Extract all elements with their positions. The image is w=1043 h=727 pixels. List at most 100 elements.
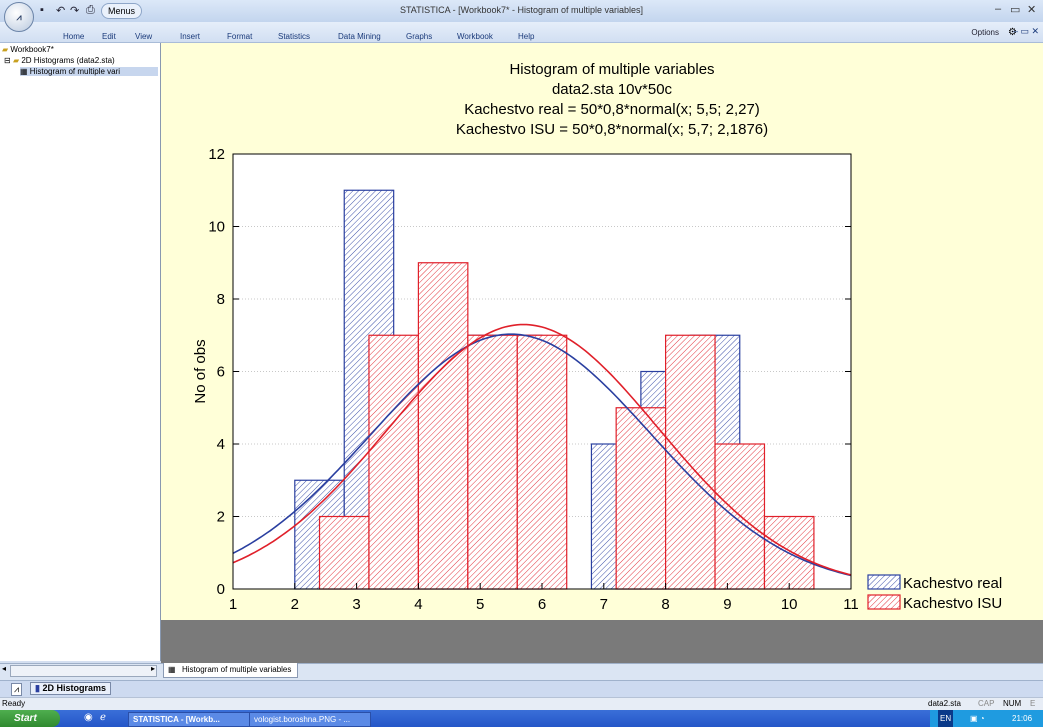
histogram-bar bbox=[467, 334, 518, 590]
graph-window-bottom bbox=[161, 620, 1043, 663]
statistica-logo-icon[interactable]: ⩘ bbox=[4, 2, 34, 32]
tree-root-label: Workbook7* bbox=[10, 45, 54, 54]
x-tick-label: 1 bbox=[229, 596, 237, 613]
status-bar: Ready data2.sta CAP NUM E bbox=[0, 697, 1043, 711]
browser-icon[interactable]: ℯ bbox=[100, 712, 106, 723]
x-tick-label: 3 bbox=[352, 596, 360, 613]
doc-window-controls-icon[interactable]: – ▭ ✕ bbox=[1012, 26, 1039, 36]
quicklaunch-icon[interactable]: ◉ bbox=[84, 712, 93, 723]
print-icon[interactable]: ⎙ bbox=[86, 4, 95, 16]
x-tick-label: 5 bbox=[476, 596, 484, 613]
status-num: NUM bbox=[1003, 699, 1022, 708]
status-cap: CAP bbox=[978, 699, 995, 708]
tree-item-label: Histogram of multiple vari bbox=[29, 67, 121, 76]
menu-statistics[interactable]: Statistics bbox=[278, 32, 311, 41]
y-tick-label: 6 bbox=[217, 364, 225, 381]
x-tick-label: 2 bbox=[291, 596, 299, 613]
legend-swatch bbox=[867, 594, 901, 610]
fit-curve bbox=[232, 323, 852, 576]
x-tick-label: 10 bbox=[781, 596, 798, 613]
task-image-viewer[interactable]: vologist.boroshna.PNG - ... bbox=[249, 712, 371, 727]
graph-window: Histogram of multiple variables data2.sta… bbox=[161, 43, 1043, 620]
x-tick-label: 7 bbox=[600, 596, 608, 613]
tree-item-histogram[interactable]: ▦ Histogram of multiple vari bbox=[20, 67, 158, 76]
y-tick-label: 10 bbox=[208, 219, 225, 236]
menus-button[interactable]: Menus bbox=[101, 3, 143, 19]
menu-graphs[interactable]: Graphs bbox=[406, 32, 433, 41]
menu-data-mining[interactable]: Data Mining bbox=[338, 32, 381, 41]
restore-icon[interactable]: ▭ bbox=[1010, 4, 1021, 16]
tree-folder-label: 2D Histograms (data2.sta) bbox=[21, 56, 115, 65]
language-indicator[interactable]: EN bbox=[938, 710, 954, 727]
x-tick-label: 4 bbox=[414, 596, 422, 613]
menu-edit[interactable]: Edit bbox=[102, 32, 116, 41]
collapse-icon[interactable]: ⊟ bbox=[4, 56, 11, 65]
tab-2d-histograms[interactable]: ▮ 2D Histograms bbox=[30, 682, 111, 695]
y-tick-label: 4 bbox=[217, 436, 225, 453]
fit-curve bbox=[232, 333, 852, 577]
tray-icons[interactable]: ▣ ◔ bbox=[970, 714, 985, 723]
chart-title-line: data2.sta 10v*50c bbox=[552, 81, 673, 98]
menu-workbook[interactable]: Workbook bbox=[457, 32, 493, 41]
window-title: STATISTICA - [Workbook7* - Histogram of … bbox=[399, 5, 644, 15]
gear-icon[interactable]: ⚙ bbox=[1008, 27, 1017, 38]
status-e: E bbox=[1030, 699, 1036, 708]
folder-icon: ▰ bbox=[12, 56, 20, 65]
close-icon[interactable]: ✕ bbox=[1027, 4, 1037, 16]
chart-title-line: Histogram of multiple variables bbox=[509, 61, 714, 78]
histogram-chart: Histogram of multiple variables data2.sta… bbox=[192, 61, 1002, 613]
menu-view[interactable]: View bbox=[135, 32, 153, 41]
chart-title-line: Kachestvo ISU = 50*0,8*normal(x; 5,7; 2,… bbox=[456, 121, 768, 138]
tree-folder[interactable]: ⊟ ▰ 2D Histograms (data2.sta) bbox=[4, 56, 115, 65]
x-tick-label: 11 bbox=[843, 596, 859, 613]
graph-icon: ▦ bbox=[168, 665, 176, 674]
y-tick-label: 8 bbox=[217, 291, 225, 308]
tab-histogram-of-multiple-variables[interactable]: ▦ Histogram of multiple variables bbox=[163, 663, 299, 678]
legend-label: Kachestvo real bbox=[903, 575, 1002, 592]
histogram-bar bbox=[318, 515, 370, 590]
histogram-bar bbox=[665, 334, 716, 590]
x-tick-label: 6 bbox=[538, 596, 546, 613]
tree-root[interactable]: ▰ Workbook7* bbox=[2, 45, 54, 54]
clock: 21:06 bbox=[1012, 714, 1033, 723]
legend-swatch bbox=[867, 574, 901, 590]
scroll-right-icon[interactable]: ▸ bbox=[151, 664, 156, 673]
menu-home[interactable]: Home bbox=[63, 32, 85, 41]
minimize-icon[interactable]: – bbox=[995, 3, 1002, 15]
menu-bar: Home Edit View Insert Format Statistics … bbox=[0, 22, 1043, 43]
start-button[interactable]: Start bbox=[0, 710, 60, 727]
y-tick-label: 2 bbox=[217, 509, 225, 526]
menu-format[interactable]: Format bbox=[227, 32, 253, 41]
task-statistica[interactable]: STATISTICA - [Workb... bbox=[128, 712, 256, 727]
y-tick-label: 0 bbox=[217, 581, 225, 598]
statistica-small-icon[interactable]: ⩘ bbox=[11, 683, 23, 696]
status-text: Ready bbox=[2, 699, 26, 708]
chart-title-line: Kachestvo real = 50*0,8*normal(x; 5,5; 2… bbox=[464, 101, 760, 118]
graph-icon: ▦ bbox=[20, 67, 28, 76]
histogram-bar bbox=[368, 334, 420, 590]
scroll-left-icon[interactable]: ◂ bbox=[2, 664, 7, 673]
legend-label: Kachestvo ISU bbox=[903, 595, 1002, 612]
system-tray: EN ▣ ◔ 21:06 bbox=[930, 710, 1043, 727]
x-tick-label: 8 bbox=[661, 596, 669, 613]
save-icon[interactable]: ▪ bbox=[40, 4, 44, 16]
histogram-bar bbox=[615, 407, 667, 590]
undo-icon[interactable]: ↶ bbox=[56, 5, 66, 17]
redo-icon[interactable]: ↷ bbox=[70, 5, 80, 17]
y-tick-label: 12 bbox=[208, 146, 225, 163]
x-tick-label: 9 bbox=[723, 596, 731, 613]
histogram-bar bbox=[417, 262, 469, 590]
workbook-tree: ▰ Workbook7* ⊟ ▰ 2D Histograms (data2.st… bbox=[0, 43, 161, 661]
tab-label: Histogram of multiple variables bbox=[182, 665, 292, 674]
menu-help[interactable]: Help bbox=[518, 32, 535, 41]
tree-horizontal-scrollbar[interactable] bbox=[10, 665, 157, 677]
tab-2d-histograms-label: 2D Histograms bbox=[42, 683, 106, 693]
menu-insert[interactable]: Insert bbox=[180, 32, 201, 41]
folder-icon: ▰ bbox=[2, 45, 9, 54]
chart-icon: ▮ bbox=[35, 683, 40, 693]
histogram-bar bbox=[516, 334, 568, 590]
workbook-tab-strip: ⩘ ▮ 2D Histograms bbox=[0, 680, 1043, 697]
status-file: data2.sta bbox=[928, 699, 961, 708]
y-axis-label: No of obs bbox=[192, 339, 209, 403]
options-menu[interactable]: Options bbox=[971, 28, 999, 37]
